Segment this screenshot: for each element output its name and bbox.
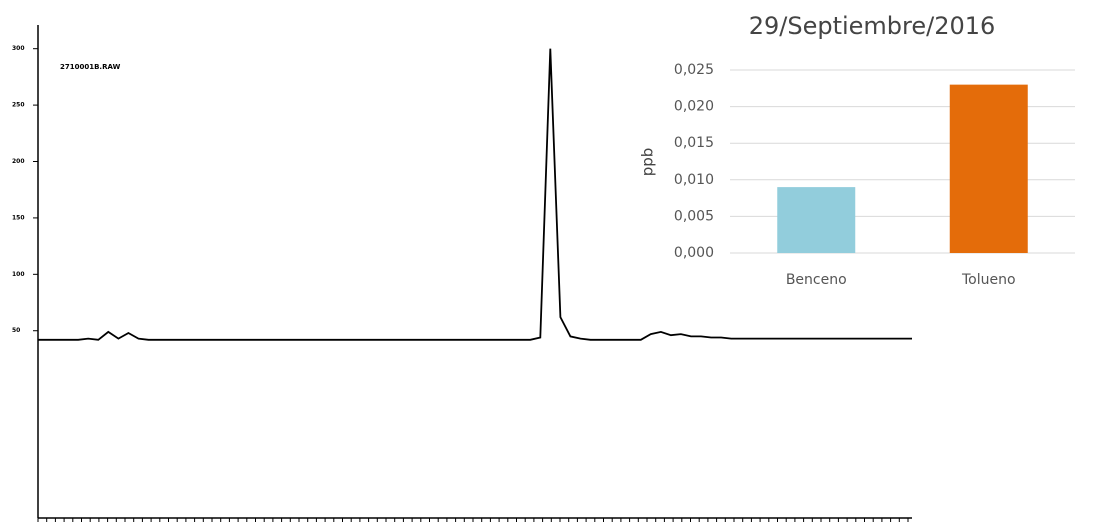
y-tick-label: 50	[12, 327, 20, 334]
y-tick-label: 0,005	[674, 208, 714, 224]
y-axis-label: ppb	[639, 148, 657, 177]
y-tick-label: 0,020	[674, 99, 714, 115]
y-tick-label: 300	[12, 45, 25, 52]
y-tick-label: 0,015	[674, 135, 714, 151]
y-tick-label: 0,000	[674, 245, 714, 261]
y-tick-label: 0,010	[674, 172, 714, 188]
y-tick-label: 250	[12, 102, 25, 109]
y-tick-label: 0,025	[674, 62, 714, 78]
chart-title: 29/Septiembre/2016	[749, 12, 996, 40]
bar	[949, 84, 1028, 253]
annotation: 2710001B.RAW	[60, 63, 121, 71]
chromatogram-line	[38, 48, 912, 341]
y-tick-label: 200	[12, 158, 25, 165]
x-tick-label: Tolueno	[961, 272, 1016, 288]
bar	[777, 187, 856, 253]
y-tick-label: 150	[12, 214, 25, 221]
x-tick-label: Benceno	[786, 272, 847, 288]
y-tick-label: 100	[12, 271, 25, 278]
